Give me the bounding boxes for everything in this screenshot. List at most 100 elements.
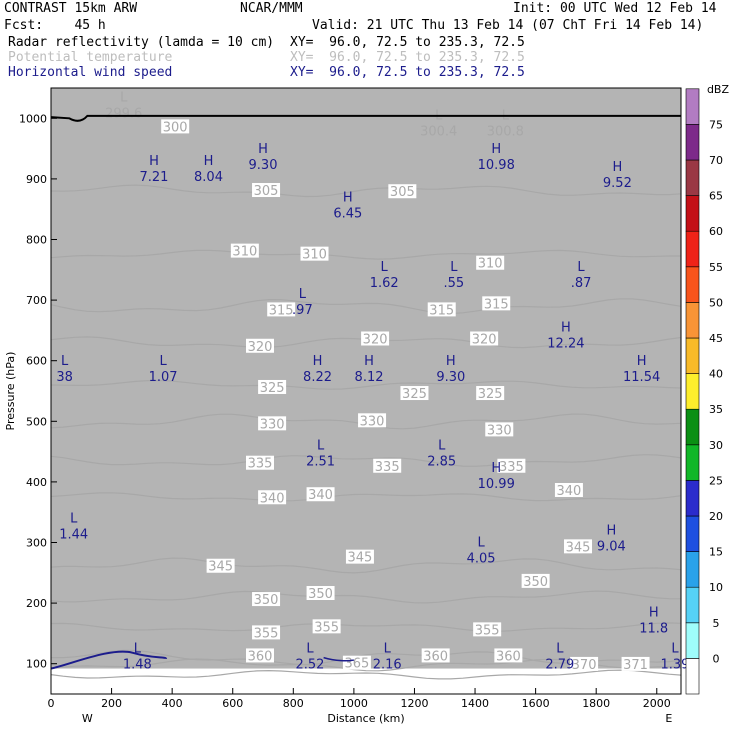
theta-label-bg (388, 184, 417, 199)
theta-label-bg (570, 656, 599, 671)
theta-label-bg (258, 416, 287, 431)
theta-label-bg (482, 296, 511, 311)
colorbar-swatch (685, 622, 700, 659)
wind-extremum-type: L (438, 439, 446, 454)
wind-extremum-type: L (70, 511, 78, 526)
y-tick-label: 600 (26, 355, 47, 368)
colorbar-swatch (685, 480, 700, 517)
wind-extremum-value: 2.16 (373, 658, 402, 673)
theta-label-bg (421, 648, 450, 663)
colorbar-level: 5 (713, 617, 720, 630)
wind-extremum-type: L (477, 536, 485, 551)
theta-contour-line (50, 454, 682, 467)
wind-extremum-value: 38 (56, 370, 73, 385)
theta-label-bg (342, 655, 371, 670)
wind-extremum-value: 4.05 (467, 552, 496, 567)
y-axis-label: Pressure (hPa) (4, 352, 17, 431)
wind-extremum-type: L (450, 260, 458, 275)
wind-speed-contour (50, 650, 168, 670)
x-tick-label: 600 (222, 697, 243, 710)
wind-extremum-type: H (491, 142, 501, 157)
wind-extremum-value: 7.21 (140, 170, 169, 185)
colorbar-level: 35 (709, 403, 723, 416)
wind-extremum-value: 1.07 (149, 370, 178, 385)
wind-extremum-type: L (306, 642, 314, 657)
wind-extremum-value: 11.8 (639, 621, 668, 636)
wind-extremum-type: L (381, 260, 389, 275)
x-tick-label: 800 (283, 697, 304, 710)
wind-extremum-value: .87 (571, 276, 592, 291)
theta-label: 355 (254, 626, 279, 641)
theta-extremum-value: 300.4 (420, 124, 457, 139)
colorbar-unit: dBZ (707, 83, 730, 96)
wind-extremum-value: 2.52 (295, 658, 324, 673)
wind-extremum-type: H (606, 524, 616, 539)
colorbar-level: 0 (713, 652, 720, 665)
theta-label-bg (306, 487, 335, 502)
wind-extremum-type: H (343, 190, 353, 205)
colorbar-swatch (685, 302, 700, 339)
colorbar-swatch (685, 124, 700, 161)
forecast-hour: Fcst: 45 h (4, 18, 106, 33)
theta-label-bg (621, 656, 650, 671)
theta-label: 310 (478, 257, 503, 272)
colorbar-swatch (685, 195, 700, 232)
theta-label: 330 (260, 417, 285, 432)
theta-label: 300 (163, 120, 188, 135)
wind-extremum-type: H (637, 354, 647, 369)
theta-label-bg (245, 455, 274, 470)
x-axis-label: Distance (km) (327, 712, 404, 725)
theta-label-bg (245, 338, 274, 353)
wind-extremum-type: L (577, 260, 585, 275)
theta-label-bg (230, 243, 259, 258)
wind-extremum-value: .97 (292, 303, 313, 318)
x-tick-label: 1000 (340, 697, 368, 710)
colorbar-swatch (685, 373, 700, 410)
theta-label-bg (476, 255, 505, 270)
x-tick-label: 400 (162, 697, 183, 710)
wind-extremum-type: L (384, 642, 392, 657)
colorbar-level: 65 (709, 190, 723, 203)
wind-extremum-value: 9.04 (597, 540, 626, 555)
wind-extremum-value: 1.48 (123, 658, 152, 673)
wind-extremum-type: L (134, 642, 142, 657)
theta-label: 335 (375, 460, 400, 475)
colorbar-swatch (685, 230, 700, 268)
theta-label: 315 (269, 303, 294, 318)
colorbar-level: 45 (709, 332, 723, 345)
valid-time: Valid: 21 UTC Thu 13 Feb 14 (07 ChT Fri … (312, 18, 704, 33)
theta-label-bg (521, 573, 550, 588)
theta-label-bg (258, 379, 287, 394)
theta-label: 360 (423, 649, 448, 664)
center-title: NCAR/MMM (240, 1, 303, 16)
theta-label: 360 (248, 649, 273, 664)
theta-contour-line (50, 492, 682, 502)
theta-label: 340 (308, 488, 333, 503)
theta-label-bg (252, 183, 281, 198)
theta-label: 360 (496, 649, 521, 664)
theta-label: 310 (232, 245, 257, 260)
theta-label-bg (300, 246, 329, 261)
y-tick-label: 500 (26, 415, 47, 428)
theta-label-bg (358, 413, 387, 428)
x-tick-label: 0 (48, 697, 55, 710)
theta-label: 320 (472, 332, 497, 347)
theta-label: 320 (248, 340, 273, 355)
colorbar-swatch (685, 586, 700, 624)
wind-extremum-type: H (313, 354, 323, 369)
theta-label-bg (206, 558, 235, 573)
theta-label: 365 (344, 657, 369, 672)
theta-label: 320 (363, 332, 388, 347)
theta-label: 310 (302, 248, 327, 263)
theta-extremum-type: L (120, 90, 128, 105)
theta-label: 335 (499, 460, 524, 475)
theta-label: 355 (314, 620, 339, 635)
colorbar-swatch (685, 515, 700, 552)
theta-label-bg (485, 422, 514, 437)
theta-label: 370 (572, 658, 597, 673)
wind-extremum-type: L (299, 287, 307, 302)
theta-label: 325 (478, 387, 503, 402)
wind-extremum-value: 9.52 (603, 176, 632, 191)
west-label: W (82, 712, 93, 725)
y-tick-label: 400 (26, 476, 47, 489)
